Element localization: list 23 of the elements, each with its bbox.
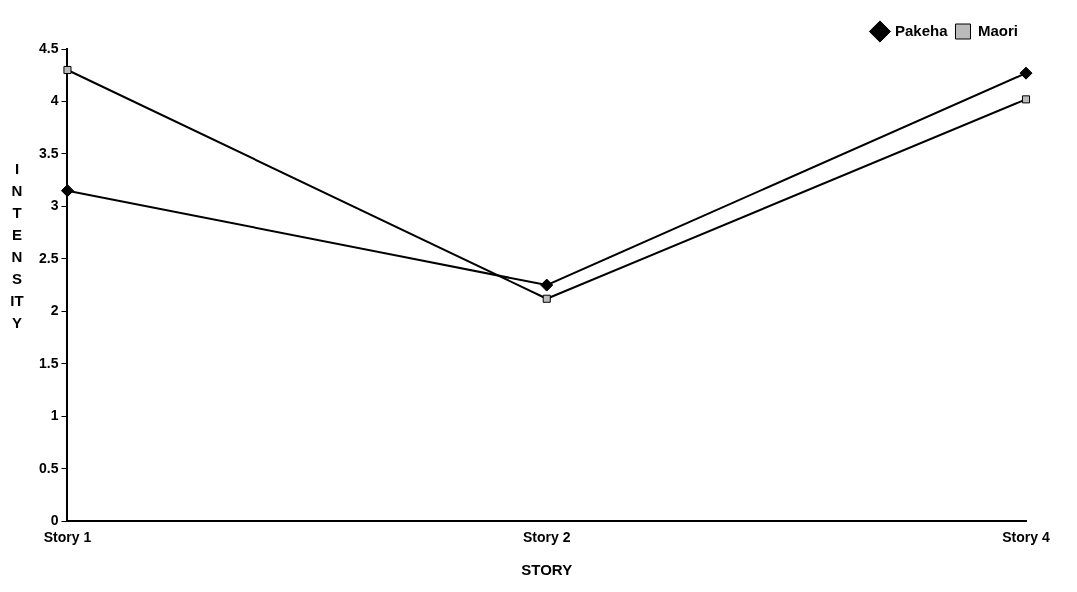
y-tick-label: 4.5 bbox=[38, 39, 59, 56]
point bbox=[540, 278, 554, 292]
point bbox=[60, 184, 74, 198]
y-tick-label: 1 bbox=[50, 407, 59, 424]
y-tick-label: 2.5 bbox=[38, 249, 59, 266]
y-axis-title: INTENSITY bbox=[10, 159, 24, 333]
point bbox=[542, 294, 551, 303]
x-tick-label: Story 4 bbox=[1002, 529, 1050, 546]
x-tick-label: Story 2 bbox=[523, 529, 571, 546]
x-axis-title: STORY bbox=[521, 561, 573, 579]
point bbox=[1021, 95, 1031, 104]
y-tick-label: 2 bbox=[50, 302, 59, 319]
legend-label: Pakeha bbox=[894, 21, 949, 39]
y-tick-label: 3 bbox=[50, 197, 59, 214]
y-tick-label: 3.5 bbox=[38, 144, 59, 161]
x-tick-label: Story 1 bbox=[43, 529, 92, 546]
legend-label: Maori bbox=[978, 21, 1019, 39]
point bbox=[63, 65, 72, 75]
y-tick-label: 0 bbox=[50, 512, 59, 529]
point bbox=[1019, 66, 1033, 80]
y-tick-label: 1.5 bbox=[38, 354, 59, 371]
y-tick-label: 4 bbox=[50, 92, 59, 109]
y-tick-label: 0.5 bbox=[38, 459, 59, 476]
